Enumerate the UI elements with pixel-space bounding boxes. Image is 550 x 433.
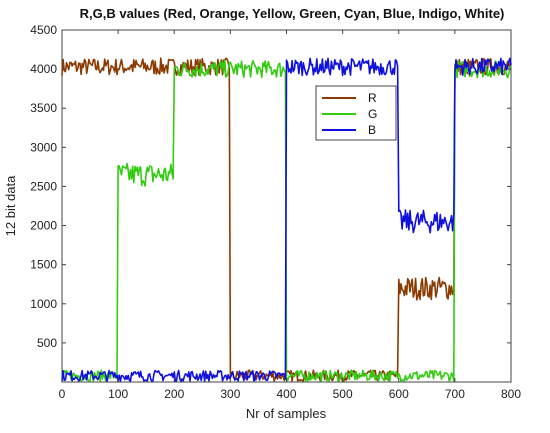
y-tick-label: 4500 xyxy=(30,23,57,37)
x-axis-label: Nr of samples xyxy=(246,406,327,421)
y-tick-label: 3500 xyxy=(30,101,57,115)
x-tick-label: 100 xyxy=(108,387,128,401)
x-tick-label: 600 xyxy=(389,387,409,401)
x-tick-label: 300 xyxy=(220,387,240,401)
x-tick-label: 700 xyxy=(445,387,465,401)
series-line-b xyxy=(61,57,512,382)
y-tick-label: 2500 xyxy=(30,179,57,193)
legend-label-r: R xyxy=(368,91,377,105)
y-tick-label: 3000 xyxy=(30,140,57,154)
x-tick-label: 400 xyxy=(276,387,296,401)
legend: RGB xyxy=(315,85,397,141)
legend-label-b: B xyxy=(368,123,376,137)
x-tick-label: 0 xyxy=(59,387,66,401)
y-tick-label: 2000 xyxy=(30,219,57,233)
legend-label-g: G xyxy=(368,107,377,121)
x-tick-label: 800 xyxy=(501,387,521,401)
y-tick-label: 500 xyxy=(37,336,57,350)
chart-title: R,G,B values (Red, Orange, Yellow, Green… xyxy=(80,6,505,21)
y-tick-label: 4000 xyxy=(30,62,57,76)
y-tick-label: 1000 xyxy=(30,297,57,311)
axis-layer: 0 100 200 300 400 500 600 700 800 500 1000 1500 2000… xyxy=(30,23,521,401)
x-tick-label: 500 xyxy=(333,387,353,401)
y-tick-label: 1500 xyxy=(30,258,57,272)
x-tick-label: 200 xyxy=(164,387,184,401)
y-axis-label: 12 bit data xyxy=(3,175,18,236)
